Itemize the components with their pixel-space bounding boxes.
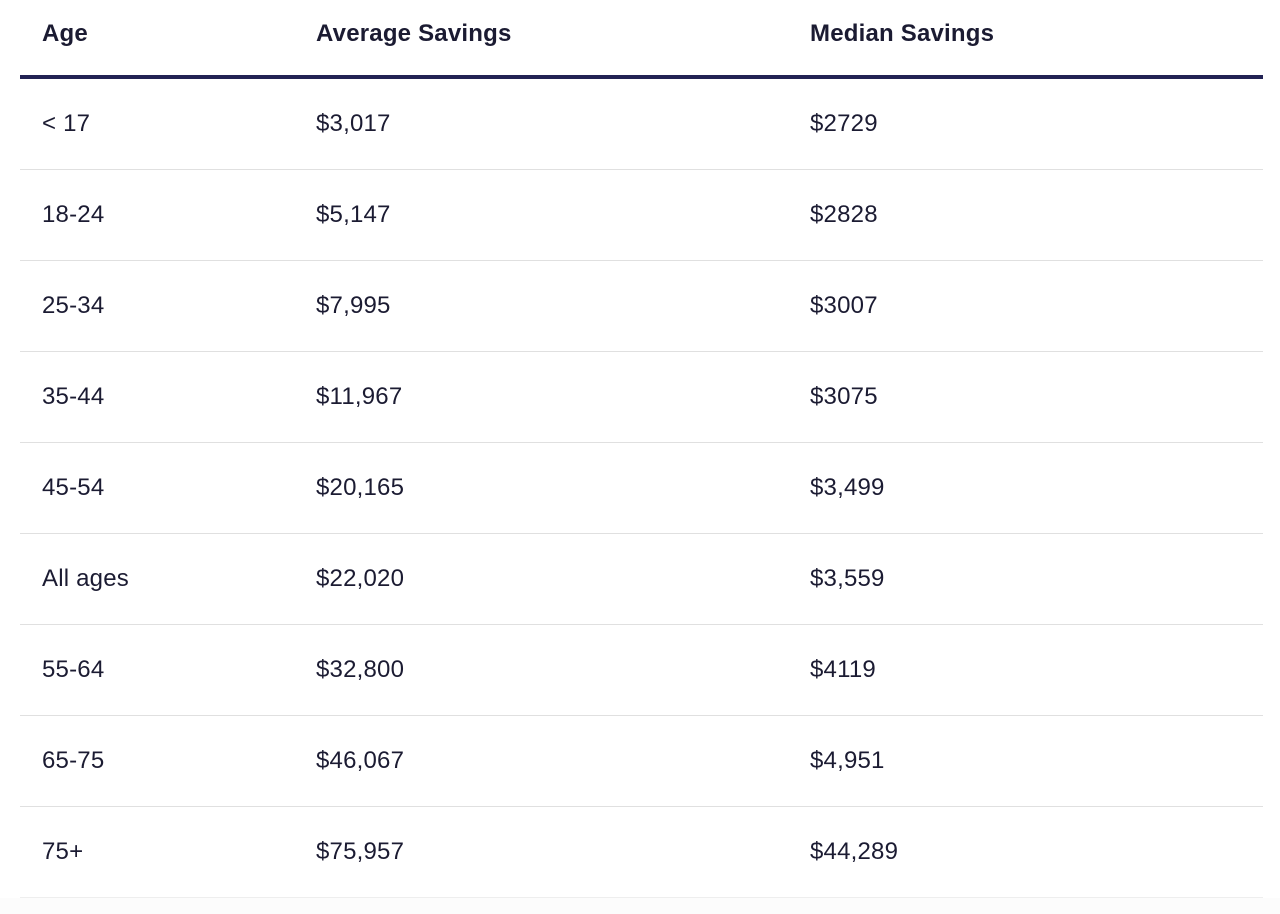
table-row: All ages $22,020 $3,559 bbox=[20, 534, 1263, 625]
table-row: 75+ $75,957 $44,289 bbox=[20, 807, 1263, 898]
average-savings-cell: $22,020 bbox=[316, 565, 405, 592]
average-savings-cell: $20,165 bbox=[316, 474, 405, 501]
age-cell: 35-44 bbox=[42, 383, 105, 410]
median-savings-cell: $4,951 bbox=[810, 747, 885, 774]
column-header-median-savings: Median Savings bbox=[810, 19, 995, 47]
age-cell: 25-34 bbox=[42, 292, 105, 319]
savings-by-age-table: Age Average Savings Median Savings < 17 … bbox=[20, 0, 1263, 898]
average-savings-cell: $7,995 bbox=[316, 292, 391, 319]
median-savings-cell: $3075 bbox=[810, 383, 878, 410]
median-savings-cell: $2828 bbox=[810, 201, 878, 228]
table-header-row: Age Average Savings Median Savings bbox=[20, 0, 1263, 79]
median-savings-cell: $3007 bbox=[810, 292, 878, 319]
table-row: 35-44 $11,967 $3075 bbox=[20, 352, 1263, 443]
column-header-average-savings: Average Savings bbox=[316, 19, 512, 47]
age-cell: 45-54 bbox=[42, 474, 105, 501]
column-header-age: Age bbox=[42, 19, 88, 47]
median-savings-cell: $4119 bbox=[810, 656, 876, 683]
age-cell: 65-75 bbox=[42, 747, 105, 774]
median-savings-cell: $44,289 bbox=[810, 838, 899, 865]
table-row: 18-24 $5,147 $2828 bbox=[20, 170, 1263, 261]
age-cell: 55-64 bbox=[42, 656, 105, 683]
age-cell: 18-24 bbox=[42, 201, 105, 228]
average-savings-cell: $46,067 bbox=[316, 747, 405, 774]
median-savings-cell: $3,559 bbox=[810, 565, 885, 592]
average-savings-cell: $5,147 bbox=[316, 201, 391, 228]
table-row: 55-64 $32,800 $4119 bbox=[20, 625, 1263, 716]
age-cell: 75+ bbox=[42, 838, 84, 865]
average-savings-cell: $32,800 bbox=[316, 656, 405, 683]
table-row: 25-34 $7,995 $3007 bbox=[20, 261, 1263, 352]
median-savings-cell: $3,499 bbox=[810, 474, 885, 501]
table-row: < 17 $3,017 $2729 bbox=[20, 79, 1263, 170]
average-savings-cell: $11,967 bbox=[316, 383, 403, 410]
average-savings-cell: $3,017 bbox=[316, 110, 391, 137]
age-cell: All ages bbox=[42, 565, 129, 592]
page-bottom-strip bbox=[0, 898, 1280, 914]
average-savings-cell: $75,957 bbox=[316, 838, 405, 865]
age-cell: < 17 bbox=[42, 110, 91, 137]
median-savings-cell: $2729 bbox=[810, 110, 878, 137]
table-row: 45-54 $20,165 $3,499 bbox=[20, 443, 1263, 534]
table-row: 65-75 $46,067 $4,951 bbox=[20, 716, 1263, 807]
